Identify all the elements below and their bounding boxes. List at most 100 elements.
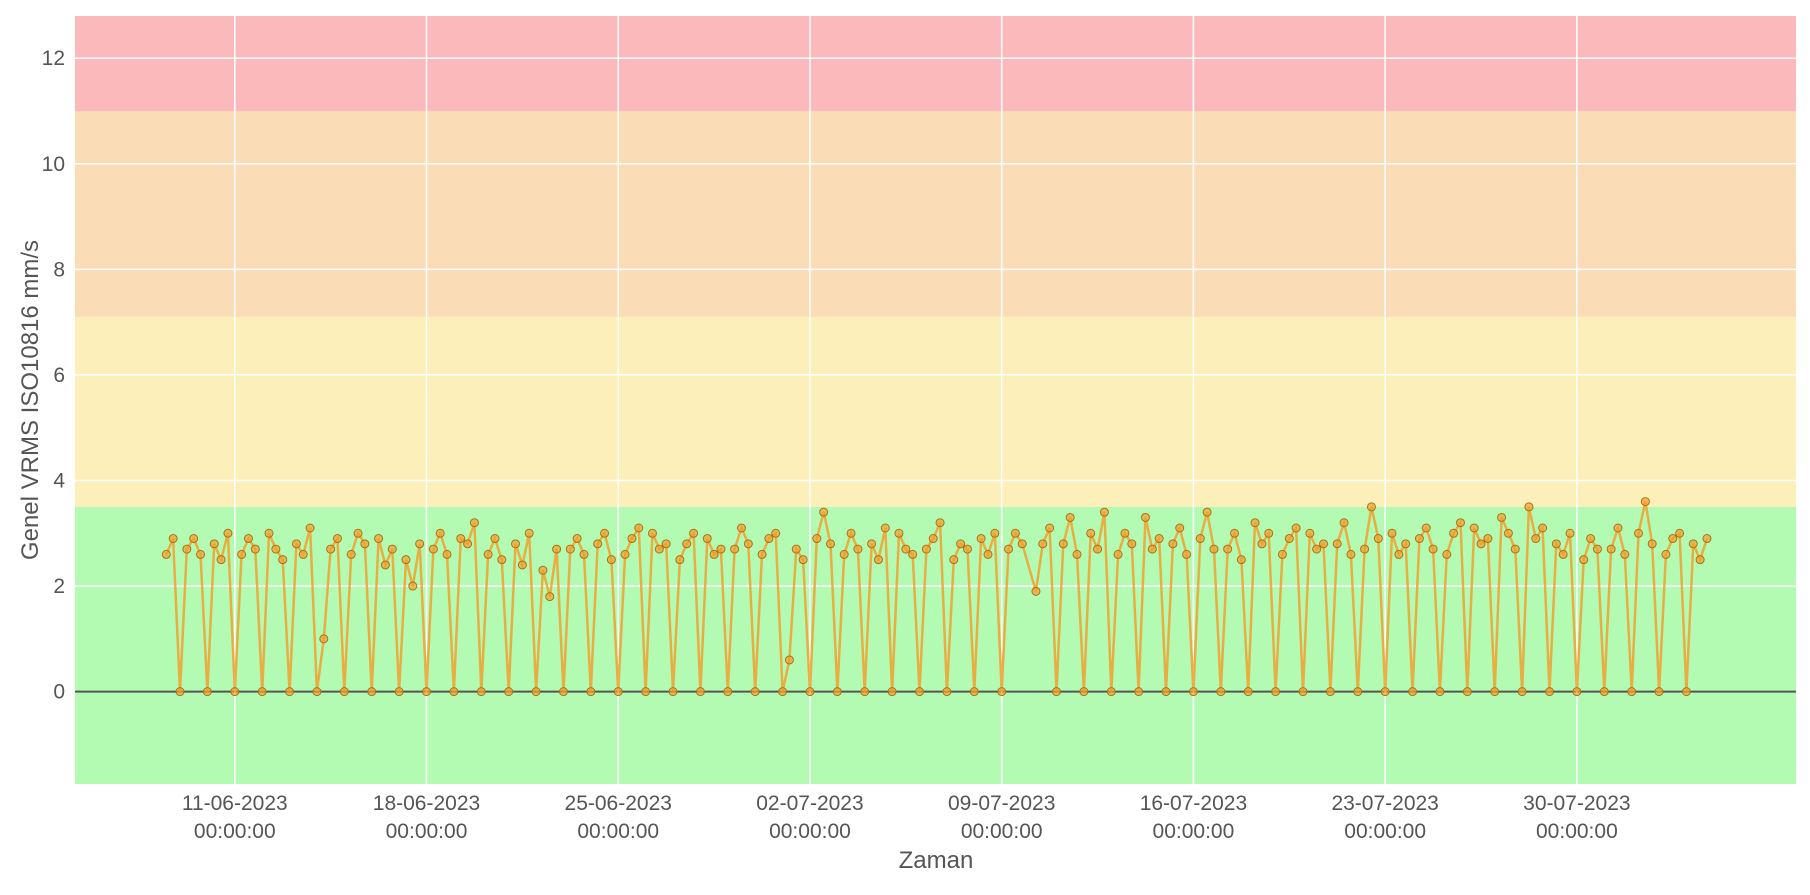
data-point (764, 534, 774, 544)
data-point (826, 539, 836, 549)
data-point (538, 565, 548, 575)
data-point (689, 528, 699, 538)
data-point (422, 687, 432, 697)
data-point (1675, 528, 1685, 538)
data-point (771, 528, 781, 538)
data-point (593, 539, 603, 549)
zone-band (75, 16, 1796, 112)
data-point (1503, 528, 1513, 538)
data-point (654, 544, 664, 554)
data-point (1414, 534, 1424, 544)
data-point (353, 528, 363, 538)
data-point (1510, 544, 1520, 554)
data-point (504, 687, 514, 697)
data-point (976, 534, 986, 544)
data-point (743, 539, 753, 549)
data-point (490, 534, 500, 544)
zone-band (75, 316, 1796, 507)
data-point (1599, 687, 1609, 697)
data-point (1230, 528, 1240, 538)
data-point (1531, 534, 1541, 544)
data-point (641, 687, 651, 697)
data-point (1277, 549, 1287, 559)
data-point (312, 687, 322, 697)
data-point (791, 544, 801, 554)
data-point (367, 687, 377, 697)
y-tick-label: 6 (53, 364, 65, 387)
data-point (202, 687, 212, 697)
data-point (1079, 687, 1089, 697)
data-point (1449, 528, 1459, 538)
data-point (264, 528, 274, 538)
data-point (1188, 687, 1198, 697)
data-point (1168, 539, 1178, 549)
data-point (997, 687, 1007, 697)
data-point (613, 687, 623, 697)
data-point (572, 534, 582, 544)
data-point (1579, 555, 1589, 565)
data-point (298, 549, 308, 559)
data-point (243, 534, 253, 544)
y-tick-label: 12 (42, 47, 65, 70)
data-point (1051, 687, 1061, 697)
data-point (1202, 507, 1212, 517)
y-tick-label: 4 (53, 469, 65, 492)
y-tick-label: 8 (53, 258, 65, 281)
data-point (1435, 687, 1445, 697)
data-point (230, 687, 240, 697)
data-point (1353, 687, 1363, 697)
data-point (1408, 687, 1418, 697)
data-point (319, 634, 329, 644)
data-point (1236, 555, 1246, 565)
data-point (915, 687, 925, 697)
data-point (1702, 534, 1712, 544)
data-point (1613, 523, 1623, 533)
data-point (1421, 523, 1431, 533)
data-point (1606, 544, 1616, 554)
data-point (511, 539, 521, 549)
x-tick-label: 16-07-2023 00:00:00 (1140, 792, 1247, 843)
x-tick-label: 30-07-2023 00:00:00 (1523, 792, 1630, 843)
data-point (1216, 687, 1226, 697)
data-point (949, 555, 959, 565)
x-tick-label: 11-06-2023 00:00:00 (182, 792, 288, 843)
data-point (394, 687, 404, 697)
data-point (1113, 549, 1123, 559)
data-point (1490, 687, 1500, 697)
data-point (894, 528, 904, 538)
data-point (1209, 544, 1219, 554)
data-point (223, 528, 233, 538)
data-point (531, 687, 541, 697)
data-point (161, 549, 171, 559)
x-tick-label: 09-07-2023 00:00:00 (948, 792, 1055, 843)
data-point (1428, 544, 1438, 554)
data-point (1695, 555, 1705, 565)
data-point (634, 523, 644, 533)
data-point (360, 539, 370, 549)
data-point (942, 687, 952, 697)
data-point (1312, 544, 1322, 554)
data-point (1647, 539, 1657, 549)
data-point (1640, 497, 1650, 507)
data-point (401, 555, 411, 565)
data-point (647, 528, 657, 538)
data-point (374, 534, 384, 544)
data-point (579, 549, 589, 559)
data-point (1661, 549, 1671, 559)
data-point (1017, 539, 1027, 549)
data-point (1182, 549, 1192, 559)
data-point (839, 549, 849, 559)
data-point (1346, 549, 1356, 559)
data-point (1031, 586, 1041, 596)
data-point (661, 539, 671, 549)
data-point (1010, 528, 1020, 538)
data-point (819, 507, 829, 517)
data-point (257, 687, 267, 697)
data-point (887, 687, 897, 697)
data-point (463, 539, 473, 549)
data-point (921, 544, 931, 554)
data-point (469, 518, 479, 528)
data-point (1572, 687, 1582, 697)
data-point (1517, 687, 1527, 697)
data-point (702, 534, 712, 544)
